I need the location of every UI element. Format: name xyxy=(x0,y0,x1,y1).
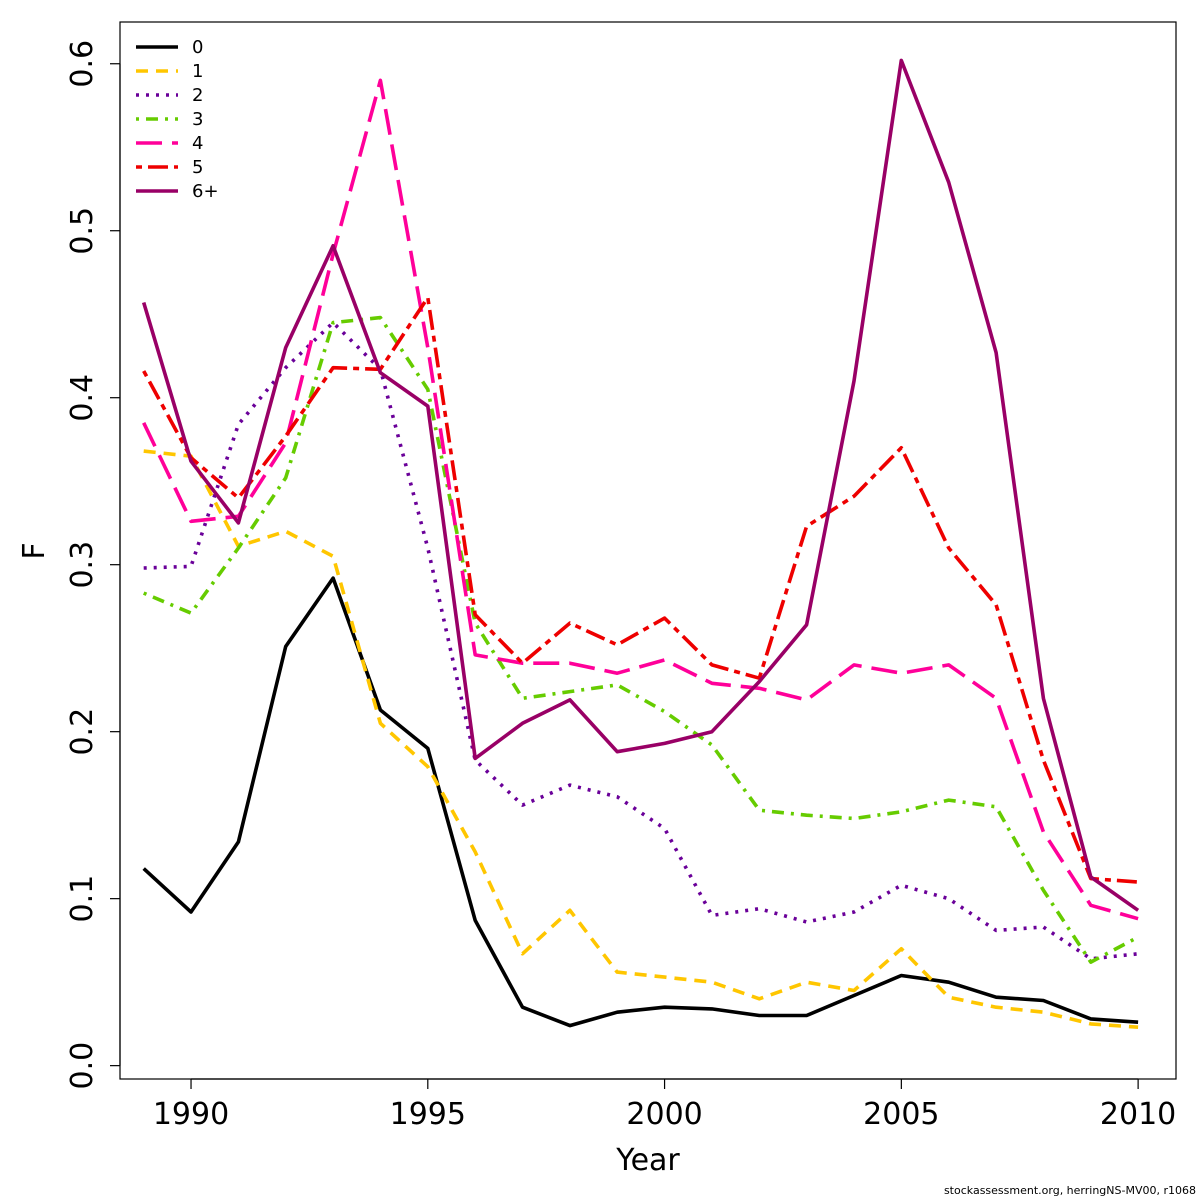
x-axis-title: Year xyxy=(615,1143,680,1178)
y-tick-label: 0.5 xyxy=(65,207,100,255)
legend-label: 3 xyxy=(192,109,203,130)
legend-label: 1 xyxy=(192,61,203,82)
x-tick-label: 2005 xyxy=(863,1097,939,1132)
series-line-6+ xyxy=(141,58,1140,912)
legend-label: 5 xyxy=(192,157,203,178)
series-line-0 xyxy=(142,576,1139,1028)
x-tick-label: 1990 xyxy=(153,1097,229,1132)
y-tick-label: 0.6 xyxy=(65,40,100,88)
series-line-4 xyxy=(142,78,1139,921)
y-tick-label: 0.0 xyxy=(65,1042,100,1090)
legend-label: 0 xyxy=(192,37,203,58)
x-axis: 1990 1995 2000 2005 2010 xyxy=(153,1078,1176,1132)
x-tick-label: 1995 xyxy=(390,1097,466,1132)
legend-label: 2 xyxy=(192,85,203,106)
legend-label: 6+ xyxy=(192,181,219,202)
y-tick-label: 0.2 xyxy=(65,708,100,756)
plot-frame xyxy=(119,21,1177,1080)
y-tick-label: 0.3 xyxy=(65,541,100,589)
credit-text: stockassessment.org, herringNS-MV00, r10… xyxy=(943,1184,1196,1197)
series-line-5 xyxy=(142,295,1139,884)
series-line-1 xyxy=(143,449,1139,1029)
y-axis: 0.0 0.1 0.2 0.3 0.4 0.5 0.6 xyxy=(65,40,121,1090)
legend-label: 4 xyxy=(192,133,203,154)
legend: 0 1 2 3 4 5 6+ xyxy=(136,37,219,202)
x-tick-label: 2010 xyxy=(1100,1097,1176,1132)
y-axis-title: F xyxy=(17,542,52,559)
y-tick-label: 0.4 xyxy=(65,374,100,422)
x-tick-label: 2000 xyxy=(626,1097,702,1132)
series-layer xyxy=(141,58,1140,1029)
y-tick-label: 0.1 xyxy=(65,875,100,923)
